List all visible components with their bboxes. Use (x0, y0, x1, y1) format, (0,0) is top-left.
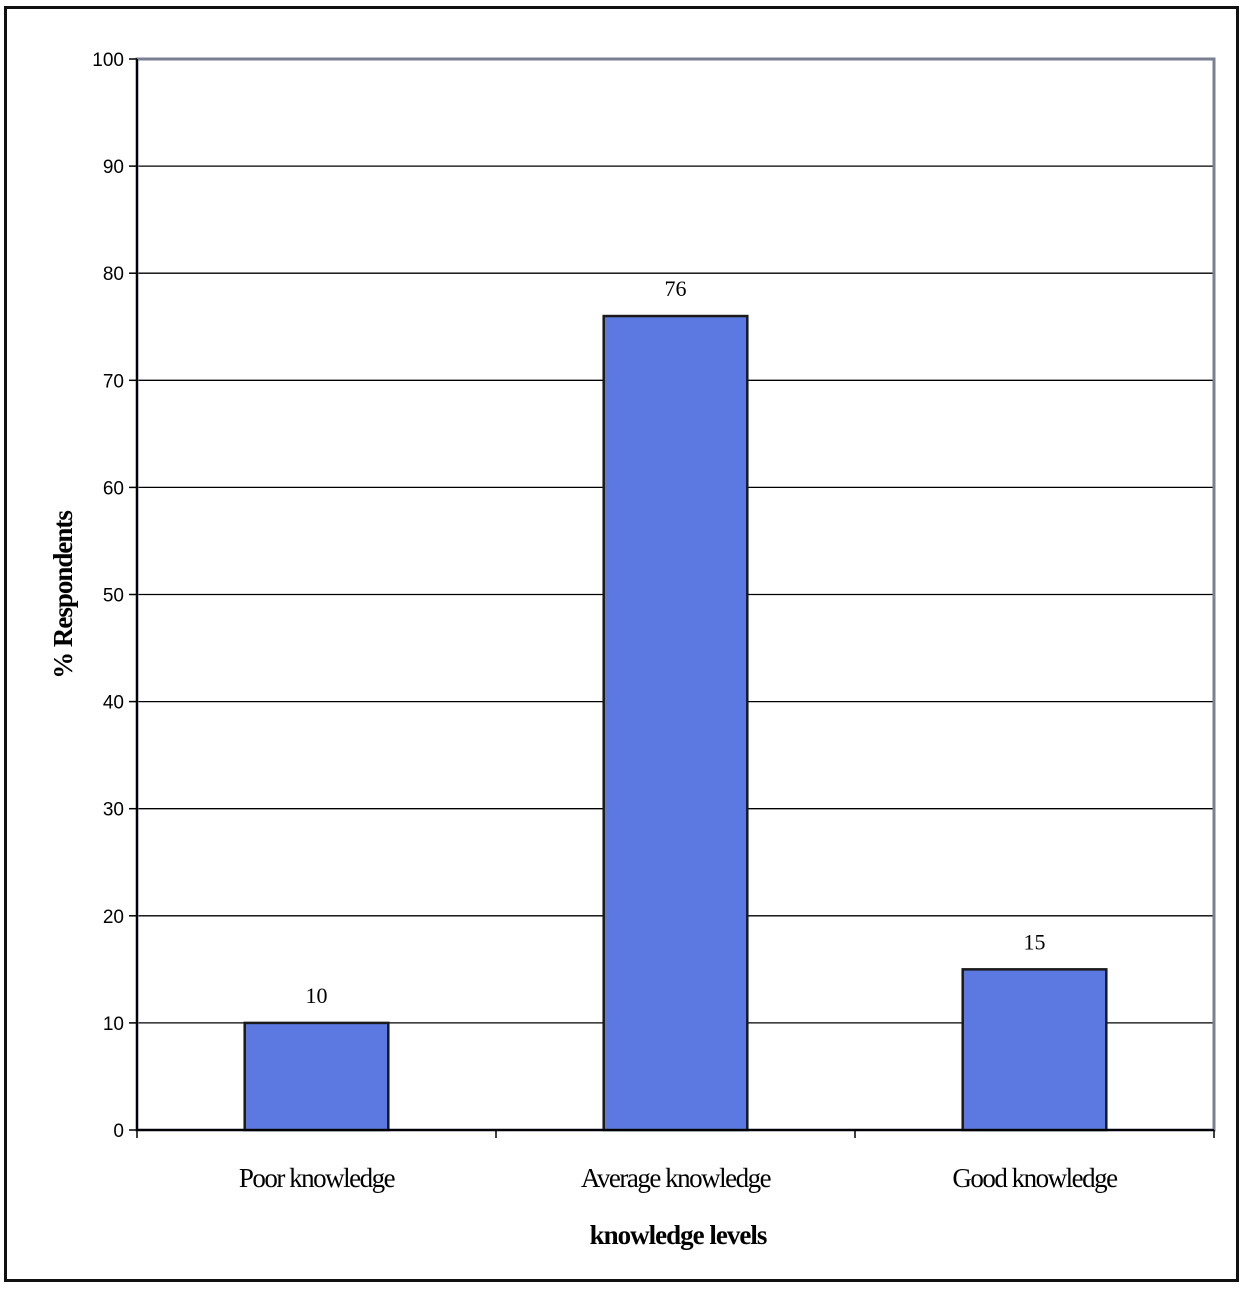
y-tick-label: 30 (103, 800, 124, 821)
y-tick-label: 60 (103, 478, 124, 499)
y-tick-label: 40 (103, 693, 124, 714)
y-tick-label: 100 (92, 50, 124, 71)
x-axis-title: knowledge levels (590, 1220, 767, 1250)
bar (602, 314, 749, 1132)
bar (961, 968, 1108, 1132)
y-axis-title: % Respondents (48, 511, 78, 679)
x-category-label: Poor knowledge (239, 1163, 396, 1193)
y-tick-label: 70 (103, 371, 124, 392)
x-category-label: Good knowledge (952, 1163, 1118, 1193)
y-tick-label: 80 (103, 264, 124, 285)
data-label: 10 (306, 983, 328, 1008)
y-tick-label: 20 (103, 907, 124, 928)
y-tick-label: 90 (103, 157, 124, 178)
data-label: 15 (1024, 929, 1046, 954)
data-label: 76 (665, 276, 687, 301)
y-tick-label: 10 (103, 1014, 124, 1035)
bar (243, 1021, 390, 1132)
y-tick-label: 50 (103, 586, 124, 607)
data-labels: 10 76 15 (306, 276, 1046, 1008)
x-category-label: Average knowledge (581, 1163, 772, 1193)
axes: 0 10 20 30 40 50 60 70 80 90 100 Poor knowledge Aver… (92, 50, 1215, 1193)
bars (243, 314, 1108, 1132)
y-tick-label: 0 (113, 1121, 124, 1142)
